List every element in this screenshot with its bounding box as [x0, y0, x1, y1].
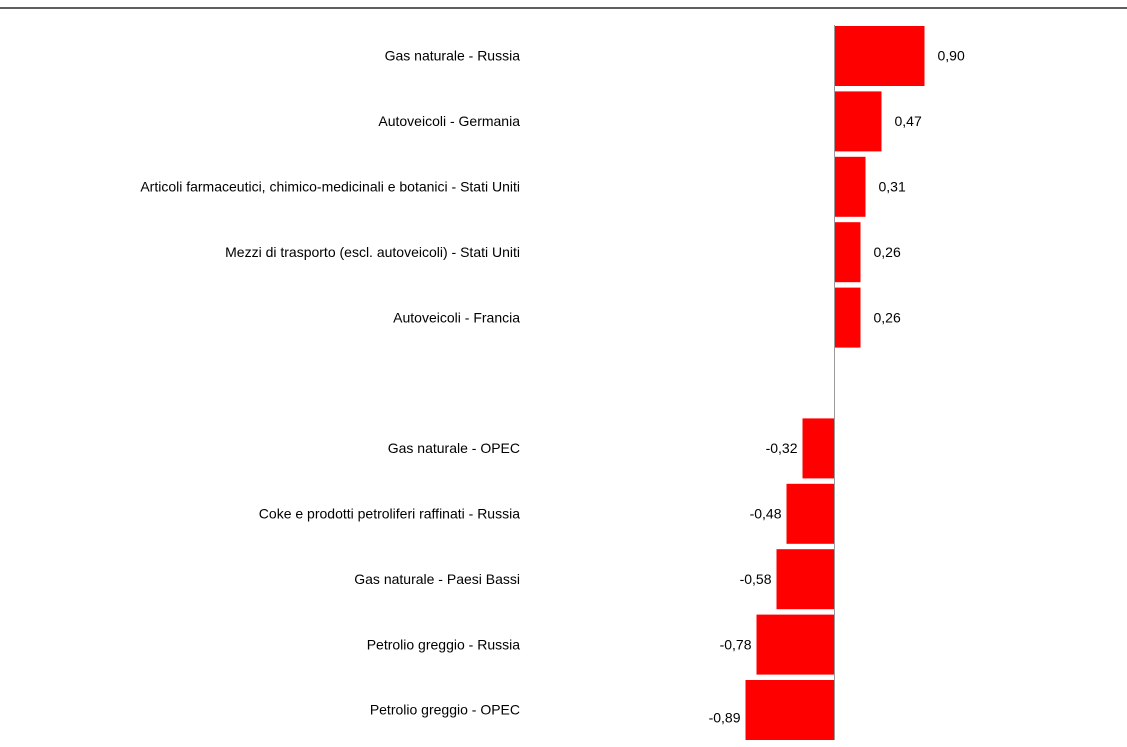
category-label: Autoveicoli - Francia — [393, 309, 520, 325]
value-label: 0,26 — [874, 309, 901, 325]
value-label: 0,47 — [895, 113, 922, 129]
value-label: -0,89 — [709, 710, 741, 726]
value-label: -0,32 — [766, 440, 798, 456]
category-label: Autoveicoli - Germania — [378, 113, 520, 129]
bar — [776, 549, 835, 610]
bar — [834, 26, 925, 86]
value-label: 0,31 — [879, 179, 906, 195]
category-label: Gas naturale - Russia — [385, 48, 521, 64]
value-label: 0,90 — [938, 48, 965, 64]
category-label: Articoli farmaceutici, chimico-medicinal… — [140, 179, 520, 195]
value-label: 0,26 — [874, 244, 901, 260]
bar — [834, 287, 861, 348]
value-label: -0,48 — [750, 506, 782, 522]
bar — [834, 156, 866, 217]
value-label: -0,58 — [740, 571, 772, 587]
bar — [756, 614, 835, 675]
category-label: Petrolio greggio - Russia — [367, 636, 521, 652]
category-label: Gas naturale - Paesi Bassi — [354, 571, 520, 587]
bar — [745, 680, 835, 740]
category-label: Petrolio greggio - OPEC — [370, 702, 520, 718]
bar — [834, 222, 861, 283]
category-label: Mezzi di trasporto (escl. autoveicoli) -… — [225, 244, 520, 260]
value-label: -0,78 — [720, 636, 752, 652]
labels-group: Gas naturale - Russia 0,90 Autoveicoli - G… — [140, 48, 965, 726]
bar — [786, 483, 835, 544]
category-label: Gas naturale - OPEC — [388, 440, 520, 456]
bar — [802, 418, 835, 479]
bars-group — [745, 26, 925, 740]
bar — [834, 91, 882, 152]
category-label: Coke e prodotti petroliferi raffinati - … — [259, 506, 520, 522]
